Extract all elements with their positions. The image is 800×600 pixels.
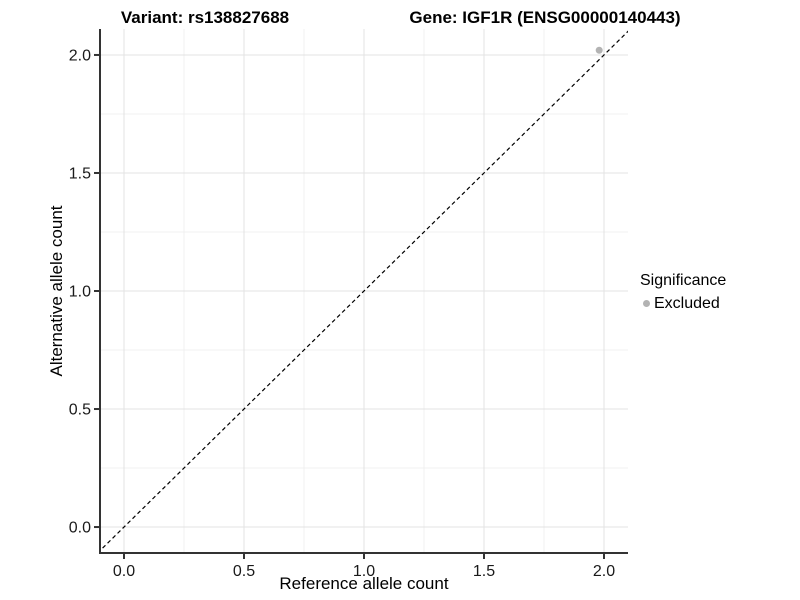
y-tick-label: 2.0 xyxy=(69,47,91,64)
plot-title-gene: Gene: IGF1R (ENSG00000140443) xyxy=(409,8,681,27)
x-tick-label: 1.0 xyxy=(353,563,375,580)
excluded-point-swatch xyxy=(643,300,650,307)
plot-title-variant: Variant: rs138827688 xyxy=(120,8,290,27)
legend-item-excluded: Excluded xyxy=(640,294,726,313)
y-tick-label: 0.0 xyxy=(69,520,91,537)
x-tick-label: 0.5 xyxy=(233,563,255,580)
x-axis-title: Reference allele count xyxy=(279,574,449,593)
legend-item-label: Excluded xyxy=(654,295,720,312)
y-tick-label: 1.5 xyxy=(69,165,91,182)
y-tick-label: 1.0 xyxy=(69,284,91,301)
legend-title: Significance xyxy=(640,272,727,289)
x-tick-label: 2.0 xyxy=(593,563,615,580)
data-point xyxy=(595,46,603,54)
identity-line xyxy=(100,30,628,552)
x-tick-label: 0.0 xyxy=(113,563,135,580)
legend: Significance Excluded xyxy=(640,272,726,313)
y-tick-label: 0.5 xyxy=(69,402,91,419)
y-axis-title: Alternative allele count xyxy=(47,205,66,377)
x-tick-label: 1.5 xyxy=(473,563,495,580)
